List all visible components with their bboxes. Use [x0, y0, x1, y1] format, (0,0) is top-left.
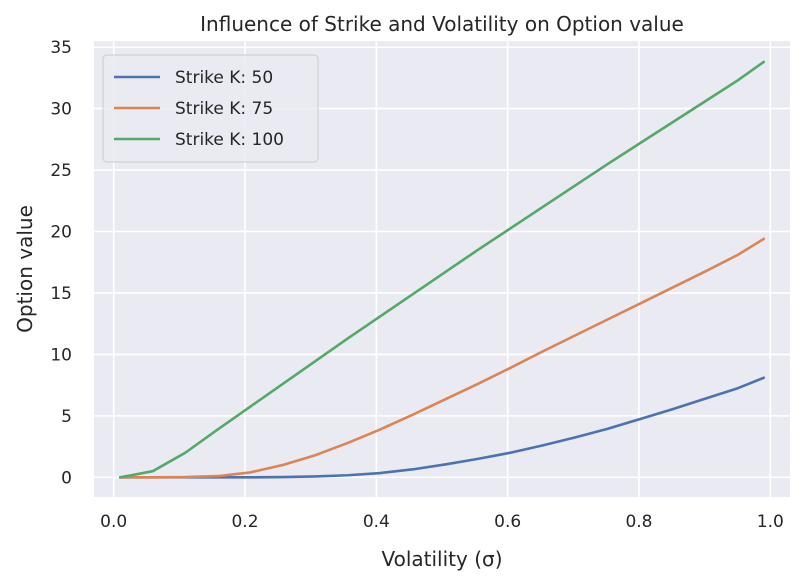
y-tick-label: 15: [50, 284, 72, 304]
y-axis-label: Option value: [13, 205, 37, 333]
legend-entry-label: Strike K: 75: [175, 99, 273, 119]
legend-box: [102, 54, 319, 163]
y-tick-label: 20: [50, 223, 72, 243]
grid: [94, 41, 790, 497]
series-line-strike-k-50: [118, 376, 766, 479]
x-tick-label: 0.8: [625, 512, 652, 532]
x-axis-label: Volatility (σ): [381, 547, 502, 571]
x-tick-label: 0.6: [494, 512, 521, 532]
y-tick-label: 30: [50, 100, 72, 120]
series-lines: [118, 60, 766, 479]
series-line-strike-k-100: [118, 60, 766, 479]
y-tick-label: 35: [50, 38, 72, 58]
x-tick-label: 1.0: [757, 512, 784, 532]
x-tick-label: 0.4: [363, 512, 390, 532]
y-tick-label: 10: [50, 345, 72, 365]
y-tick-label: 5: [61, 407, 72, 427]
legend: Strike K: 50 Strike K: 75 Strike K: 100: [102, 54, 319, 163]
x-tick-label: 0.2: [231, 512, 258, 532]
series-line-strike-k-75: [118, 237, 766, 479]
chart-title: Influence of Strike and Volatility on Op…: [200, 12, 684, 36]
legend-entry-label: Strike K: 100: [175, 130, 284, 150]
legend-entry-label: Strike K: 50: [175, 68, 273, 88]
x-tick-label: 0.0: [100, 512, 127, 532]
y-tick-label: 25: [50, 161, 72, 181]
y-tick-label: 0: [61, 468, 72, 488]
tick-labels: 0.0 0.2 0.4 0.6 0.8 1.0 0 5 10 15 20 25 30 35: [50, 38, 783, 532]
